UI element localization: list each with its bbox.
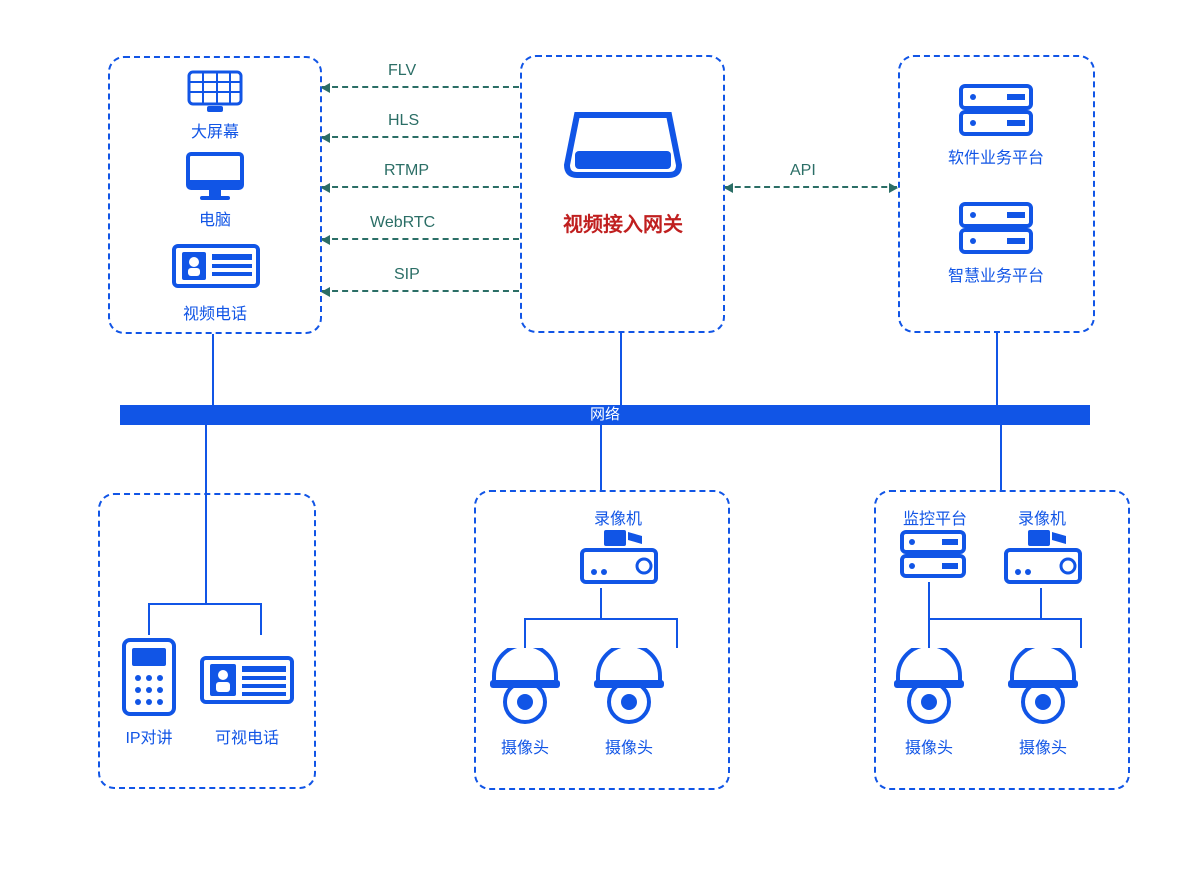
intercom-left-drop — [148, 603, 150, 635]
camera-a2-icon — [592, 648, 666, 726]
video-phone-icon — [170, 238, 262, 294]
proto-arrow-webrtc — [322, 238, 519, 240]
drop-gateway — [620, 333, 622, 405]
api-arrow — [725, 186, 897, 188]
rec1-drop — [600, 588, 602, 618]
gateway-icon — [563, 105, 683, 189]
proto-label-sip: SIP — [394, 266, 420, 284]
api-label: API — [790, 162, 816, 180]
network-bar: 网络 — [120, 405, 1090, 425]
gateway-title: 视频接入网关 — [558, 208, 688, 237]
server-icon-2 — [957, 200, 1035, 256]
vis-phone-icon — [198, 650, 296, 710]
vis-phone-label: 可视电话 — [202, 724, 292, 748]
drop-clients — [212, 334, 214, 405]
rec1-right-drop — [676, 618, 678, 648]
proto-arrow-hls — [322, 136, 519, 138]
rec2-left-drop0 — [928, 582, 930, 618]
proto-label-hls: HLS — [388, 112, 419, 130]
pc-icon — [182, 150, 248, 202]
video-phone-label: 视频电话 — [160, 300, 270, 324]
camera-a1-icon — [488, 648, 562, 726]
rise-recorder2 — [1000, 425, 1002, 490]
intercom-right-drop — [260, 603, 262, 635]
drop-platforms — [996, 333, 998, 405]
sw-platform-label: 软件业务平台 — [940, 144, 1052, 168]
camera-b1-label: 摄像头 — [894, 734, 964, 758]
gateway-box — [520, 55, 725, 333]
ip-intercom-icon — [118, 636, 180, 718]
rise-intercom — [205, 425, 207, 493]
big-screen-icon — [185, 70, 245, 114]
intercom-split — [148, 603, 262, 605]
camera-b1-icon — [892, 648, 966, 726]
rec1-split — [524, 618, 678, 620]
ip-intercom-label: IP对讲 — [114, 724, 184, 748]
camera-a1-label: 摄像头 — [490, 734, 560, 758]
proto-label-webrtc: WebRTC — [370, 214, 435, 232]
rec2-split — [928, 618, 1082, 620]
recorder-b-label: 录像机 — [1006, 505, 1078, 529]
rec1-left-drop — [524, 618, 526, 648]
pc-label: 电脑 — [160, 206, 270, 230]
network-bar-label: 网络 — [590, 406, 620, 423]
proto-label-flv: FLV — [388, 62, 416, 80]
mon-platform-label: 监控平台 — [890, 505, 980, 529]
camera-a2-label: 摄像头 — [594, 734, 664, 758]
rise-recorder1 — [600, 425, 602, 490]
recorder-a-icon — [578, 528, 660, 586]
rec2-right-drop0 — [1040, 588, 1042, 618]
camera-b2-icon — [1006, 648, 1080, 726]
rec2-right-drop — [1080, 618, 1082, 648]
big-screen-label: 大屏幕 — [160, 118, 270, 142]
proto-arrow-flv — [322, 86, 519, 88]
smart-platform-label: 智慧业务平台 — [940, 262, 1052, 286]
server-icon-1 — [957, 82, 1035, 138]
camera-b2-label: 摄像头 — [1008, 734, 1078, 758]
rec2-left-drop — [928, 618, 930, 648]
proto-arrow-sip — [322, 290, 519, 292]
proto-arrow-rtmp — [322, 186, 519, 188]
recorder-a-label: 录像机 — [582, 505, 654, 529]
proto-label-rtmp: RTMP — [384, 162, 429, 180]
recorder-b-icon — [1002, 528, 1084, 586]
intercom-drop — [205, 493, 207, 603]
mon-platform-icon — [898, 528, 968, 580]
